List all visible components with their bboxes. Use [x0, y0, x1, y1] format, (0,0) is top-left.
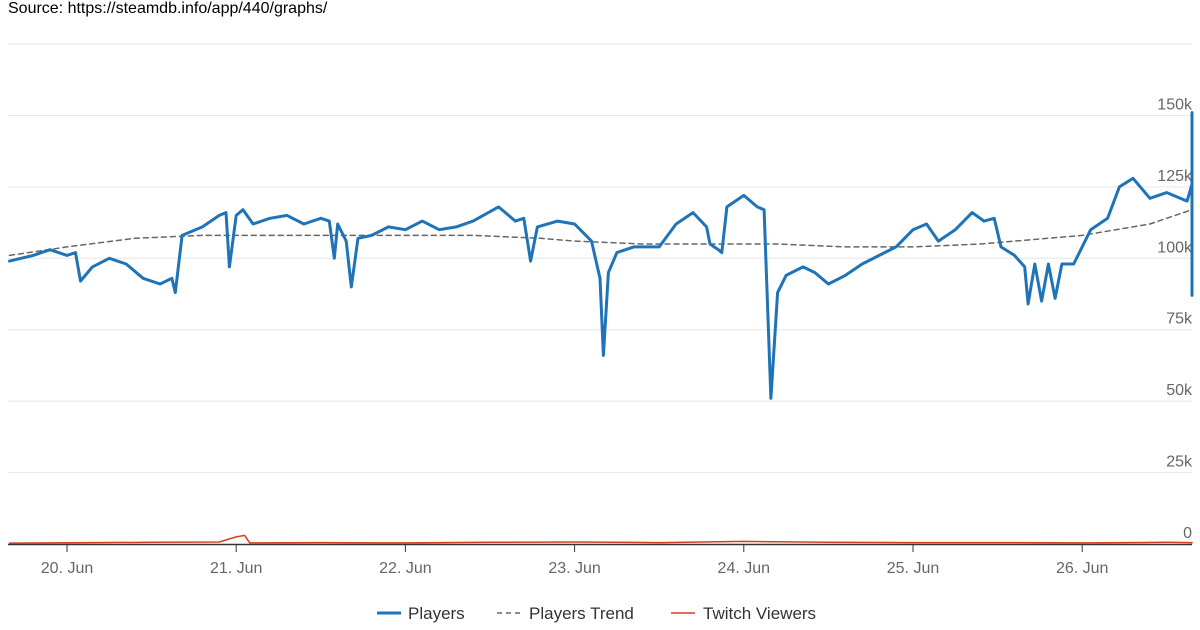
legend-label: Players Trend: [529, 604, 634, 623]
y-tick-label: 100k: [1157, 239, 1193, 256]
legend-label: Players: [408, 604, 465, 623]
source-note: Source: https://steamdb.info/app/440/gra…: [8, 0, 328, 17]
x-tick-label: 26. Jun: [1056, 560, 1108, 577]
y-tick-label: 50k: [1166, 382, 1193, 399]
players-trend-line: [8, 168, 1193, 257]
x-tick-label: 23. Jun: [548, 560, 600, 577]
legend-item-players-trend[interactable]: Players Trend: [497, 604, 634, 623]
y-tick-label: 125k: [1157, 168, 1193, 185]
grid-lines: [8, 43, 1192, 474]
y-tick-label: 0: [1183, 525, 1192, 542]
y-tick-label: 150k: [1157, 96, 1193, 113]
series-lines: [8, 111, 1194, 544]
legend[interactable]: Players Players Trend Twitch Viewers: [377, 604, 816, 623]
x-tick-label: 21. Jun: [210, 560, 262, 577]
x-tick-label: 20. Jun: [41, 560, 93, 577]
legend-label: Twitch Viewers: [703, 604, 816, 623]
y-axis-labels: 0 25k 50k 75k 100k 125k 150k: [1157, 96, 1193, 542]
x-tick-label: 24. Jun: [718, 560, 770, 577]
twitch-viewers-line: [8, 534, 1193, 544]
x-tick-label: 22. Jun: [379, 560, 431, 577]
legend-item-twitch-viewers[interactable]: Twitch Viewers: [671, 604, 816, 623]
y-tick-label: 25k: [1166, 454, 1193, 471]
x-tick-label: 25. Jun: [887, 560, 939, 577]
legend-item-players[interactable]: Players: [377, 604, 465, 623]
x-axis: 20. Jun 21. Jun 22. Jun 23. Jun 24. Jun 25. J…: [8, 543, 1192, 577]
players-line: [8, 111, 1194, 400]
y-tick-label: 75k: [1166, 311, 1193, 328]
